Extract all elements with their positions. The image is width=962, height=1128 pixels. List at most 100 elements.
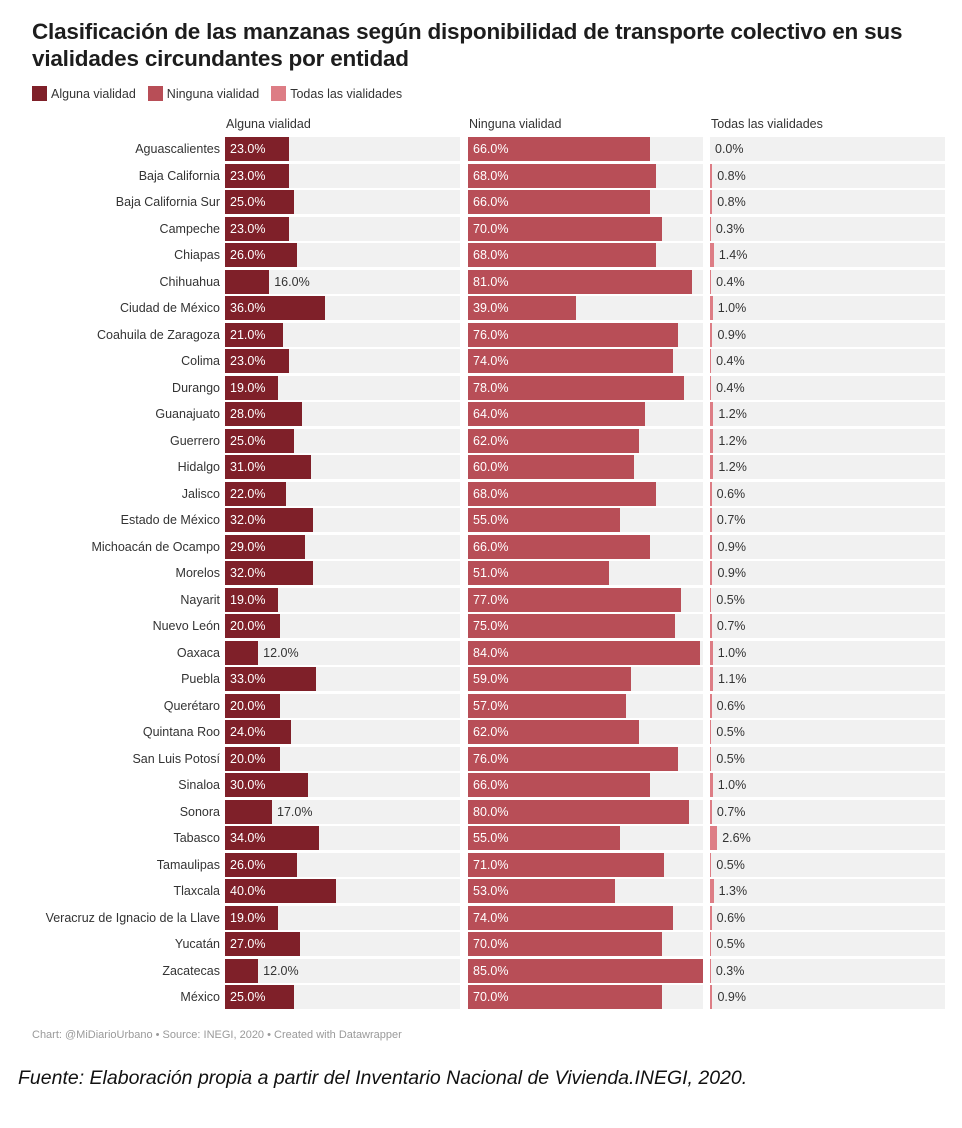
value-label: 0.9%	[717, 990, 746, 1004]
bar-alguna-vialidad	[225, 402, 303, 426]
value-label: 1.1%	[718, 672, 747, 686]
bar-todas-las-vialidades	[710, 614, 712, 638]
value-label: 55.0%	[473, 831, 509, 845]
bar-track: 31.0%	[225, 455, 460, 479]
category-label: Veracruz de Ignacio de la Llave	[45, 910, 220, 925]
bar-ninguna-vialidad	[468, 826, 621, 850]
value-label: 84.0%	[473, 645, 509, 660]
bar-ninguna-vialidad	[468, 614, 676, 638]
bar-track: 19.0%	[225, 905, 460, 930]
value-label: 1.4%	[718, 248, 748, 262]
bar-ninguna-vialidad	[468, 905, 673, 930]
bar-track: 0.5%	[710, 587, 945, 612]
value-label: 0.6%	[716, 698, 746, 713]
category-label: Aguascalientes	[135, 142, 220, 156]
bar-todas-las-vialidades	[710, 163, 713, 188]
bar-ninguna-vialidad	[468, 852, 665, 877]
bar-track: 0.3%	[710, 216, 945, 241]
bar-track: 34.0%	[225, 826, 460, 850]
value-label: 53.0%	[473, 884, 509, 898]
value-label: 33.0%	[230, 672, 266, 686]
row-chiapas: Chiapas 26.0% 68.0% 1.4%	[0, 243, 962, 267]
value-label: 60.0%	[473, 460, 509, 474]
bar-todas-las-vialidades	[710, 561, 713, 585]
bar-track: 0.0%	[710, 137, 945, 161]
row-tamaulipas: Tamaulipas 26.0% 71.0% 0.5%	[0, 852, 962, 877]
legend-item-alguna: Alguna vialidad	[32, 86, 136, 101]
value-label: 23.0%	[230, 221, 266, 236]
category-label: Tabasco	[173, 831, 220, 845]
value-label: 21.0%	[230, 327, 266, 342]
bar-track: 29.0%	[225, 534, 460, 559]
bar-track: 66.0%	[468, 773, 703, 797]
row-tlaxcala: Tlaxcala 40.0% 53.0% 1.3%	[0, 879, 962, 903]
bar-alguna-vialidad	[225, 614, 281, 638]
value-label: 22.0%	[230, 486, 266, 501]
bar-todas-las-vialidades	[710, 322, 713, 347]
value-label: 0.9%	[717, 539, 746, 554]
value-label: 0.4%	[716, 274, 745, 289]
category-label: Zacatecas	[162, 963, 220, 978]
bar-ninguna-vialidad	[468, 587, 681, 612]
category-label: Coahuila de Zaragoza	[97, 327, 220, 342]
bar-track: 1.2%	[710, 402, 945, 426]
row-sonora: Sonora 17.0% 80.0% 0.7%	[0, 799, 962, 824]
value-label: 51.0%	[473, 566, 509, 580]
bar-track: 24.0%	[225, 720, 460, 744]
bar-todas-las-vialidades	[710, 508, 712, 532]
row-zacatecas: Zacatecas 12.0% 85.0% 0.3%	[0, 958, 962, 983]
bar-alguna-vialidad	[225, 587, 278, 612]
bar-alguna-vialidad	[225, 720, 292, 744]
value-label: 20.0%	[230, 619, 266, 633]
column-header-alguna: Alguna vialidad	[226, 117, 311, 131]
bar-track: 1.0%	[710, 296, 945, 320]
bar-alguna-vialidad	[225, 455, 311, 479]
bar-track: 0.7%	[710, 508, 945, 532]
bar-todas-las-vialidades	[710, 746, 712, 771]
bar-todas-las-vialidades	[710, 587, 712, 612]
value-label: 0.5%	[716, 725, 745, 739]
bar-ninguna-vialidad	[468, 322, 679, 347]
value-label: 0.7%	[716, 804, 746, 819]
bar-track: 80.0%	[468, 799, 703, 824]
bar-track: 74.0%	[468, 905, 703, 930]
bar-alguna-vialidad	[225, 799, 272, 824]
value-label: 0.4%	[716, 354, 745, 368]
row-estado-de-mexico: Estado de México 32.0% 55.0% 0.7%	[0, 508, 962, 532]
row-mexico: México 25.0% 70.0% 0.9%	[0, 985, 962, 1009]
bar-ninguna-vialidad	[468, 640, 701, 665]
bar-ninguna-vialidad	[468, 296, 576, 320]
category-label: México	[180, 990, 220, 1004]
value-label: 1.2%	[718, 433, 747, 448]
category-label: Guerrero	[169, 433, 220, 448]
bar-track: 0.5%	[710, 746, 945, 771]
row-nuevo-leon: Nuevo León 20.0% 75.0% 0.7%	[0, 614, 962, 638]
bar-track: 1.2%	[710, 455, 945, 479]
bar-ninguna-vialidad	[468, 216, 662, 241]
value-label: 40.0%	[230, 884, 266, 898]
bar-track: 55.0%	[468, 826, 703, 850]
value-label: 0.4%	[716, 380, 745, 395]
bar-alguna-vialidad	[225, 905, 278, 930]
bar-track: 26.0%	[225, 243, 460, 267]
value-label: 71.0%	[473, 857, 509, 872]
value-label: 0.9%	[717, 566, 746, 580]
bar-track: 1.0%	[710, 773, 945, 797]
bar-track: 0.9%	[710, 322, 945, 347]
bar-track: 59.0%	[468, 667, 703, 691]
bar-alguna-vialidad	[225, 349, 289, 373]
value-label: 24.0%	[230, 725, 266, 739]
row-jalisco: Jalisco 22.0% 68.0% 0.6%	[0, 481, 962, 506]
bar-ninguna-vialidad	[468, 349, 673, 373]
bar-track: 23.0%	[225, 349, 460, 373]
value-label: 64.0%	[473, 407, 509, 421]
bar-alguna-vialidad	[225, 958, 259, 983]
bar-track: 68.0%	[468, 243, 703, 267]
bar-track: 62.0%	[468, 720, 703, 744]
bar-todas-las-vialidades	[710, 534, 713, 559]
bar-track: 0.6%	[710, 481, 945, 506]
bar-alguna-vialidad	[225, 852, 297, 877]
bar-todas-las-vialidades	[710, 958, 711, 983]
column-header-ninguna: Ninguna vialidad	[469, 117, 562, 131]
bar-track: 62.0%	[468, 428, 703, 453]
